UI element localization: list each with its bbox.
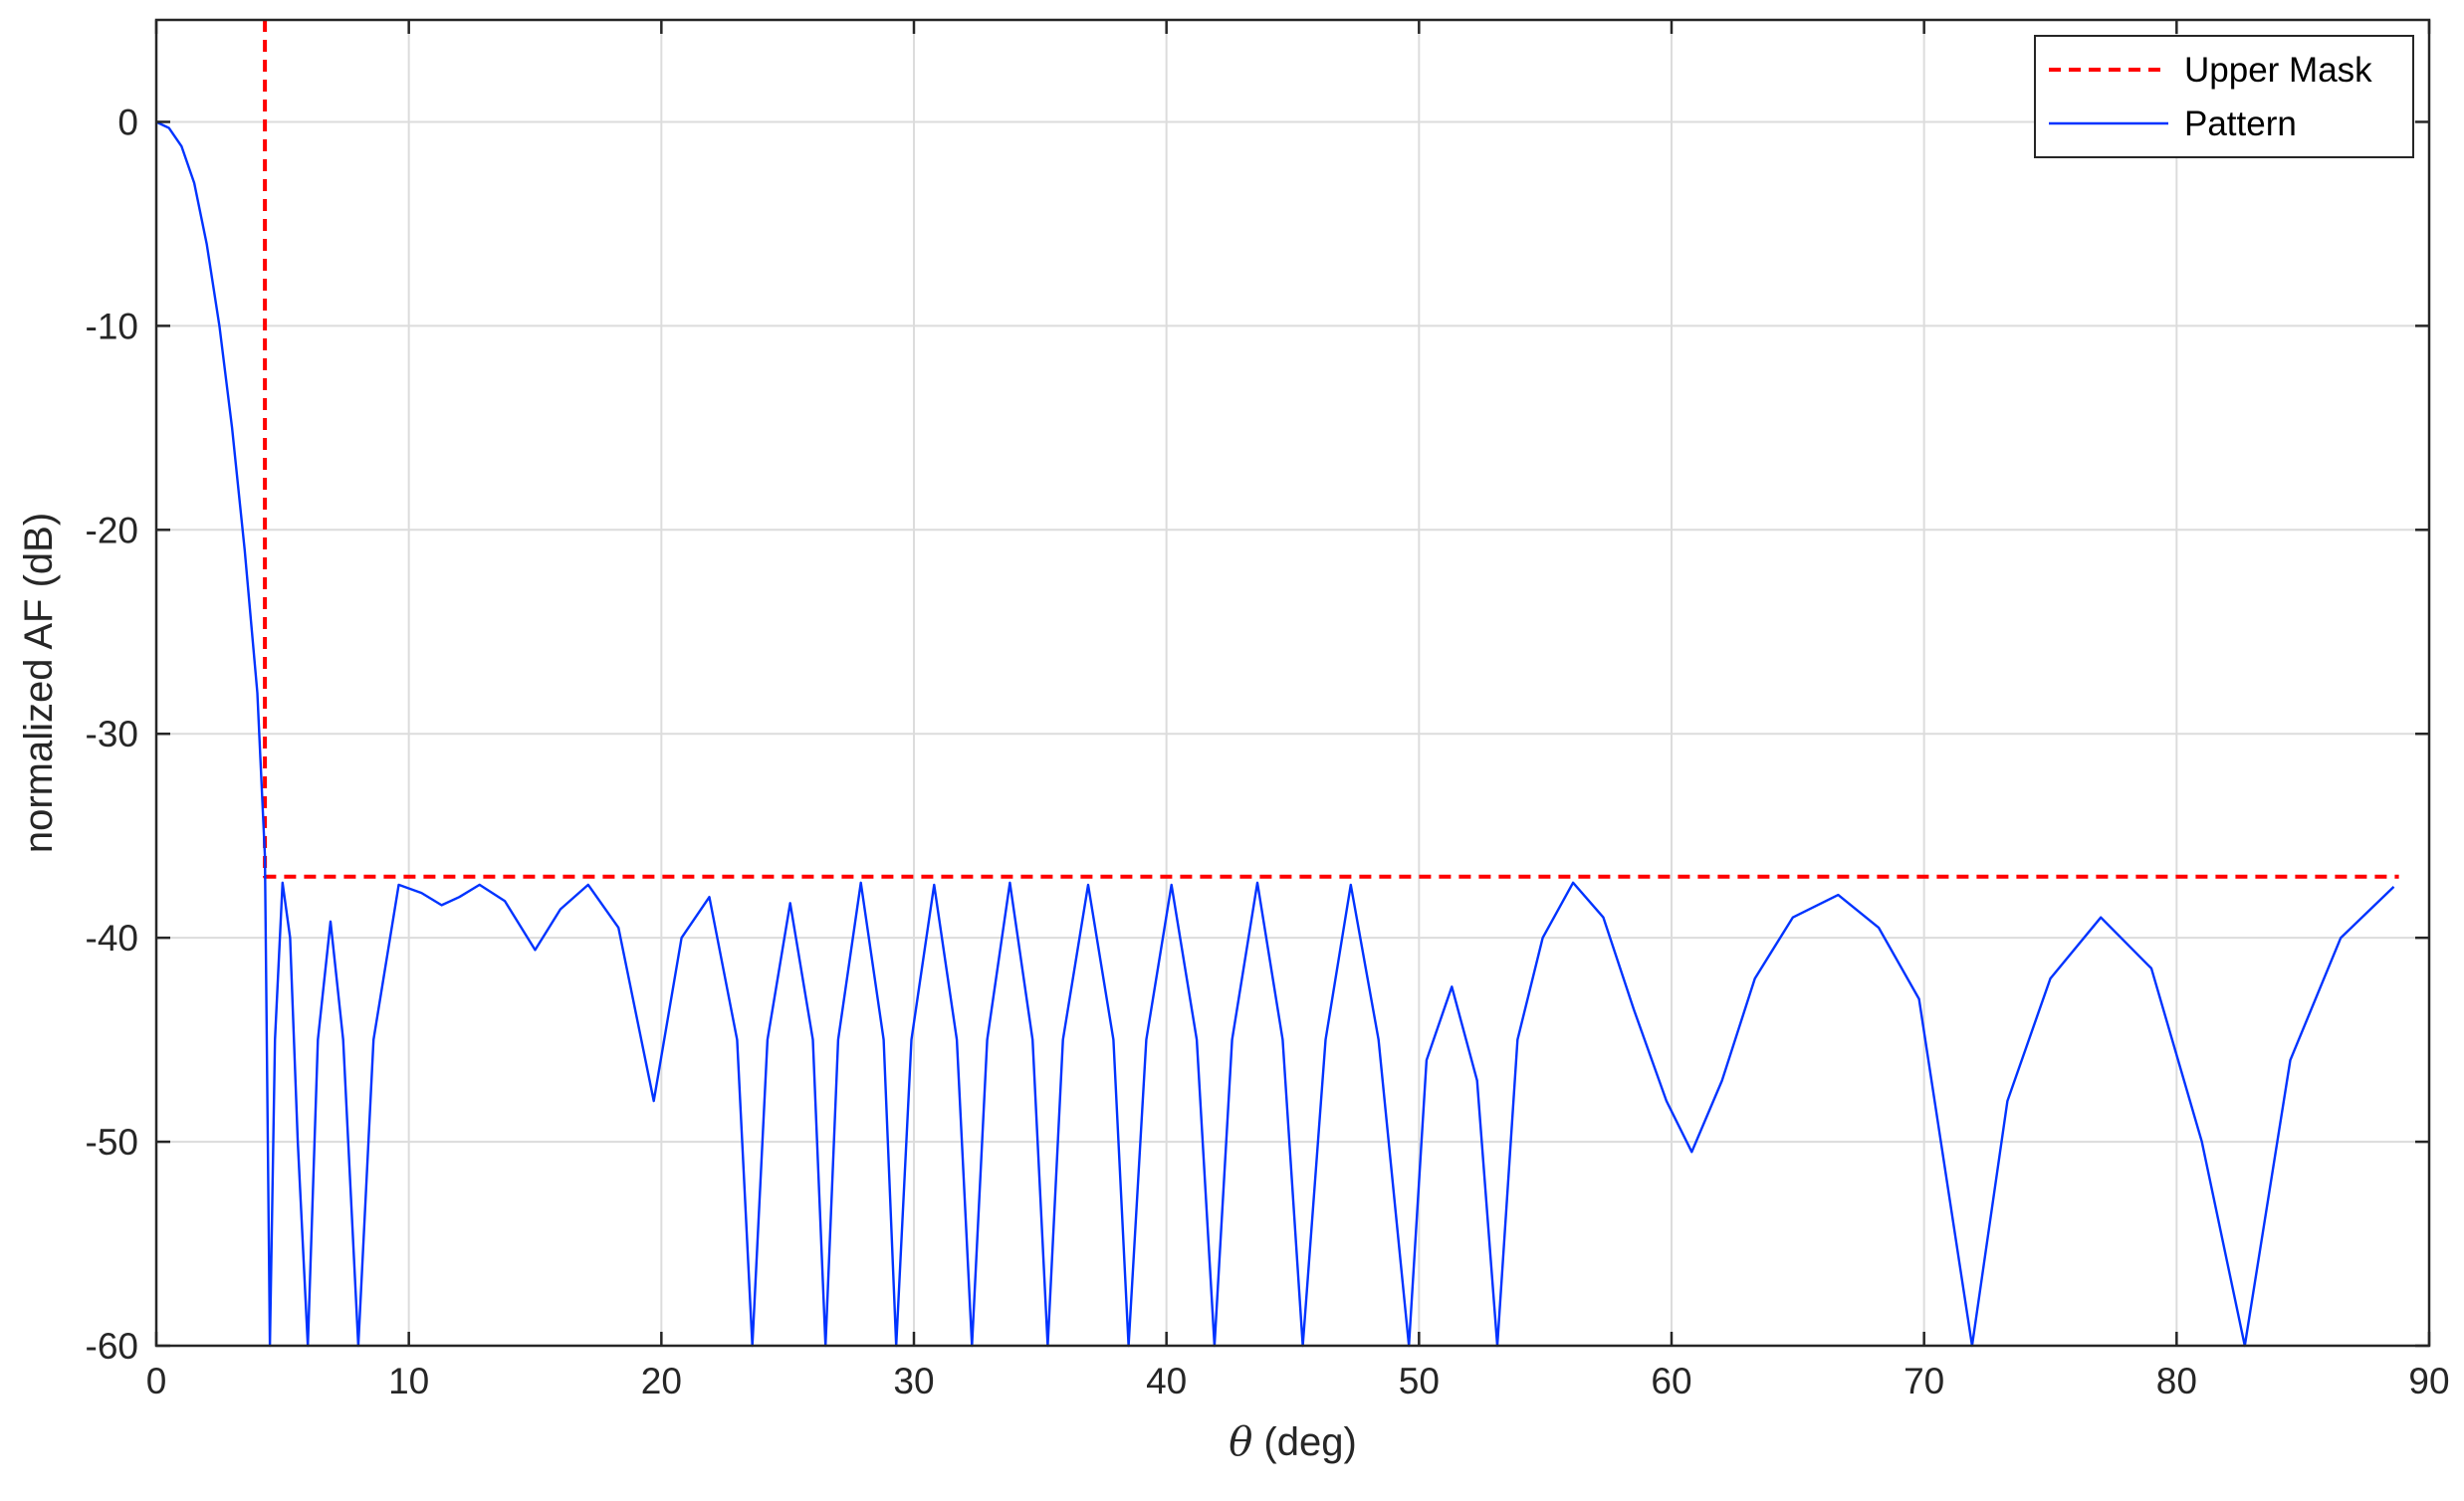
legend-label-upper-mask: Upper Mask [2184, 51, 2372, 90]
y-tick-label: -20 [86, 510, 138, 550]
x-axis-unit: (deg) [1252, 1420, 1357, 1464]
x-tick-label: 80 [2156, 1361, 2197, 1401]
x-tick-label: 10 [388, 1361, 429, 1401]
x-tick-label: 40 [1146, 1361, 1187, 1401]
legend: Upper Mask Pattern [2034, 35, 2414, 158]
y-tick-label: -60 [86, 1326, 138, 1367]
x-tick-label: 20 [641, 1361, 682, 1401]
x-tick-label: 90 [2408, 1361, 2449, 1401]
y-axis-label: normalized AF (dB) [17, 513, 61, 853]
y-tick-label: -40 [86, 918, 138, 959]
x-tick-label: 0 [146, 1361, 167, 1401]
grid [156, 20, 2429, 1346]
x-tick-label: 30 [893, 1361, 934, 1401]
legend-box [2034, 35, 2414, 158]
axes: 0 10 20 30 40 50 60 70 80 90 0 -10 -20 -30 -40 -50 -60 θ … [17, 18, 2450, 1465]
legend-label-pattern: Pattern [2184, 105, 2297, 143]
y-tick-label: -30 [86, 714, 138, 754]
x-tick-label: 70 [1904, 1361, 1944, 1401]
x-axis-label: θ (deg) [1229, 1419, 1357, 1465]
y-tick-label: 0 [117, 102, 138, 142]
y-tick-label: -10 [86, 306, 138, 346]
y-tick-label: -50 [86, 1122, 138, 1163]
x-tick-label: 60 [1651, 1361, 1691, 1401]
x-tick-label: 50 [1399, 1361, 1440, 1401]
x-axis-symbol: θ [1229, 1419, 1252, 1465]
series-layer [155, 20, 2399, 1348]
plot-frame [154, 18, 2431, 1348]
